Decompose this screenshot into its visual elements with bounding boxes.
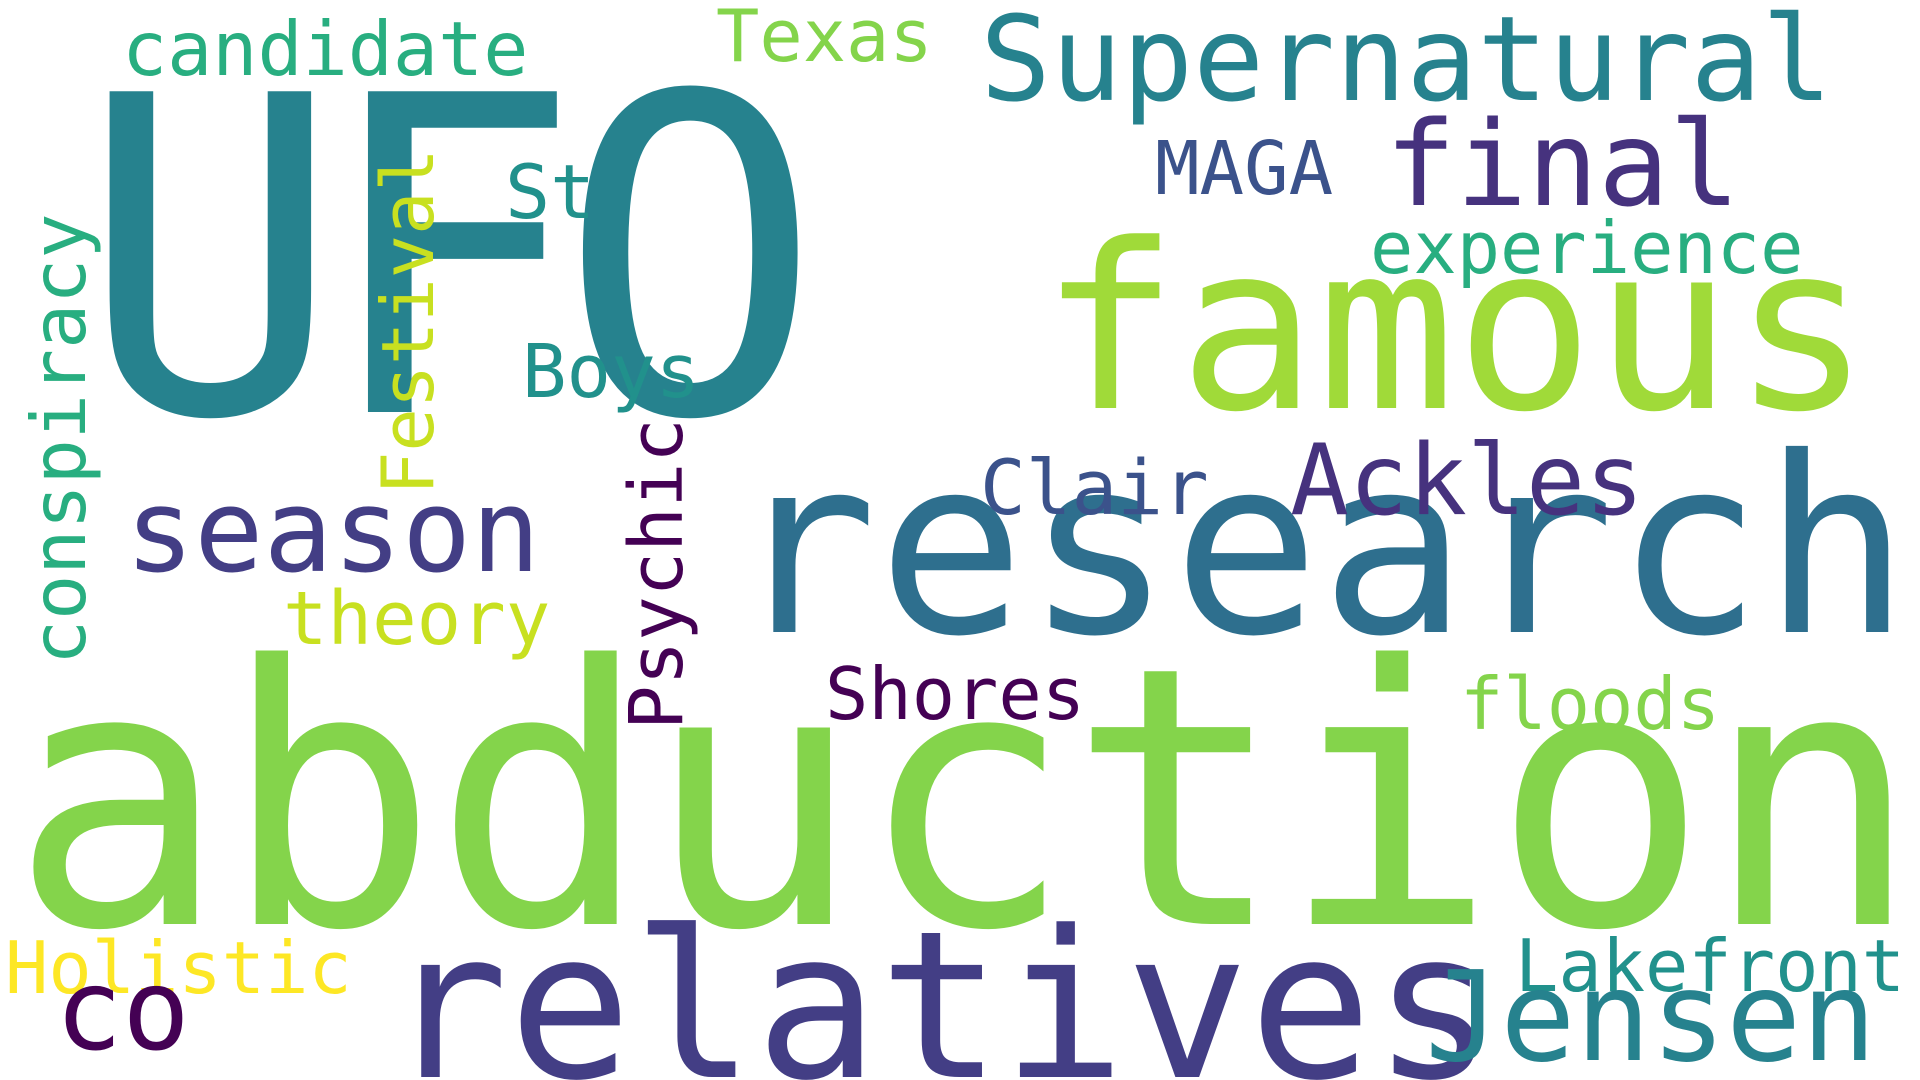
word-abduction: abduction	[10, 590, 1920, 1009]
word-clair: Clair	[980, 443, 1209, 532]
word-famous: famous	[1040, 196, 1871, 463]
word-jensen: Jensen	[1425, 945, 1877, 1080]
word-holistic: Holistic	[5, 926, 352, 1010]
word-shores: Shores	[825, 652, 1086, 736]
word-ufo: UFO	[78, 4, 823, 516]
word-co: co	[55, 946, 190, 1076]
word-festival: Festival	[366, 148, 450, 495]
word-candidate: candidate	[122, 5, 529, 93]
word-supernatural: Supernatural	[980, 0, 1833, 128]
word-theory: theory	[283, 576, 551, 662]
word-psychic: Psychic	[614, 418, 700, 730]
word-experience: experience	[1370, 206, 1804, 290]
word-relatives: relatives	[385, 888, 1496, 1080]
word-maga: MAGA	[1155, 126, 1334, 212]
word-season: season	[125, 465, 541, 599]
word-ackles: Ackles	[1290, 424, 1645, 538]
word-research: research	[730, 405, 1911, 690]
word-boys: Boys	[522, 329, 701, 415]
word-conspiracy: conspiracy	[15, 213, 103, 665]
word-st: St	[505, 148, 596, 236]
word-final: final	[1385, 95, 1741, 233]
word-texas: Texas	[716, 0, 933, 78]
word-floods: floods	[1460, 662, 1721, 746]
word-lakefront: Lakefront	[1515, 924, 1906, 1008]
